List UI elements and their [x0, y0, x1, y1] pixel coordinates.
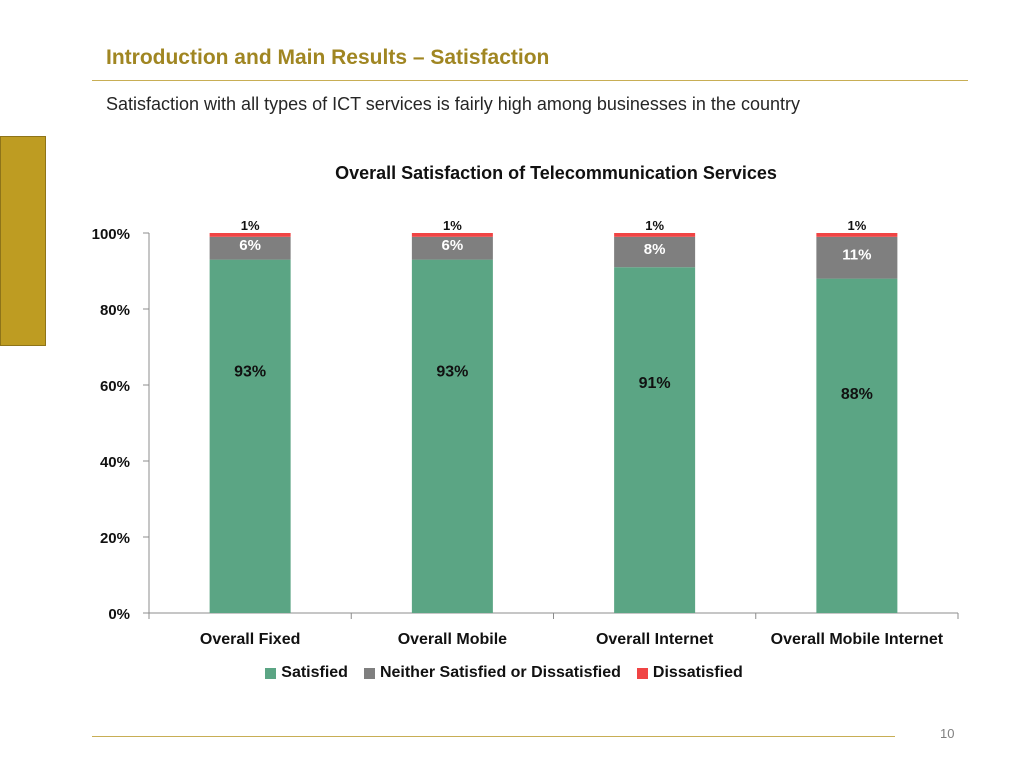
chart-title: Overall Satisfaction of Telecommunicatio… — [335, 163, 777, 183]
chart-legend: Satisfied Neither Satisfied or Dissatisfi… — [0, 664, 1024, 682]
x-category-label: Overall Mobile Internet — [771, 631, 944, 648]
data-label-neutral: 6% — [239, 237, 261, 254]
data-label-dissatisfied: 1% — [443, 218, 462, 233]
accent-side-bar — [0, 136, 46, 346]
legend-label: Dissatisfied — [652, 664, 743, 681]
slide-subtitle: Satisfaction with all types of ICT servi… — [106, 94, 800, 114]
y-tick-label: 0% — [108, 606, 130, 623]
bar-segment-dissatisfied — [209, 233, 291, 237]
bar-segment-satisfied — [816, 278, 898, 613]
bar-segment-dissatisfied — [816, 233, 898, 237]
y-tick-label: 100% — [92, 226, 130, 243]
data-label-satisfied: 91% — [639, 375, 671, 392]
bar-segment-satisfied — [614, 267, 696, 613]
data-label-dissatisfied: 1% — [241, 218, 260, 233]
y-tick-label: 60% — [100, 378, 130, 395]
x-category-label: Overall Internet — [596, 631, 714, 648]
x-category-label: Overall Mobile — [398, 631, 507, 648]
legend-label: Satisfied — [281, 664, 348, 681]
footer-divider — [92, 736, 895, 737]
bar-segment-neither-satisfied-or-dissatisfied — [816, 236, 898, 279]
x-category-label: Overall Fixed — [200, 631, 301, 648]
data-label-satisfied: 88% — [841, 386, 873, 403]
bar-segment-dissatisfied — [614, 233, 696, 237]
legend-item: Neither Satisfied or Dissatisfied — [363, 664, 621, 682]
legend-label: Neither Satisfied or Dissatisfied — [379, 664, 621, 681]
slide-title: Introduction and Main Results – Satisfac… — [106, 46, 550, 69]
stacked-bar-chart: Overall Satisfaction of Telecommunicatio… — [92, 163, 959, 648]
data-label-neutral: 11% — [842, 247, 871, 264]
bar-segment-satisfied — [209, 259, 291, 613]
data-label-neutral: 6% — [442, 237, 464, 254]
bar-segment-dissatisfied — [411, 233, 493, 237]
bar-segment-neither-satisfied-or-dissatisfied — [209, 236, 291, 260]
bar-segment-satisfied — [411, 259, 493, 613]
legend-swatch — [363, 667, 375, 679]
data-label-dissatisfied: 1% — [847, 218, 866, 233]
legend-item: Satisfied — [265, 664, 348, 682]
data-label-satisfied: 93% — [234, 363, 266, 380]
legend-swatch — [636, 667, 648, 679]
legend-item: Dissatisfied — [636, 664, 743, 682]
data-label-dissatisfied: 1% — [645, 218, 664, 233]
bar-segment-neither-satisfied-or-dissatisfied — [411, 236, 493, 260]
legend-swatch — [265, 667, 277, 679]
data-label-neutral: 8% — [644, 241, 666, 258]
y-tick-label: 40% — [100, 454, 130, 471]
bar-segment-neither-satisfied-or-dissatisfied — [614, 236, 696, 268]
title-divider — [92, 80, 968, 81]
page-number: 10 — [940, 726, 955, 741]
y-tick-label: 20% — [100, 530, 130, 547]
data-label-satisfied: 93% — [436, 363, 468, 380]
y-tick-label: 80% — [100, 302, 130, 319]
